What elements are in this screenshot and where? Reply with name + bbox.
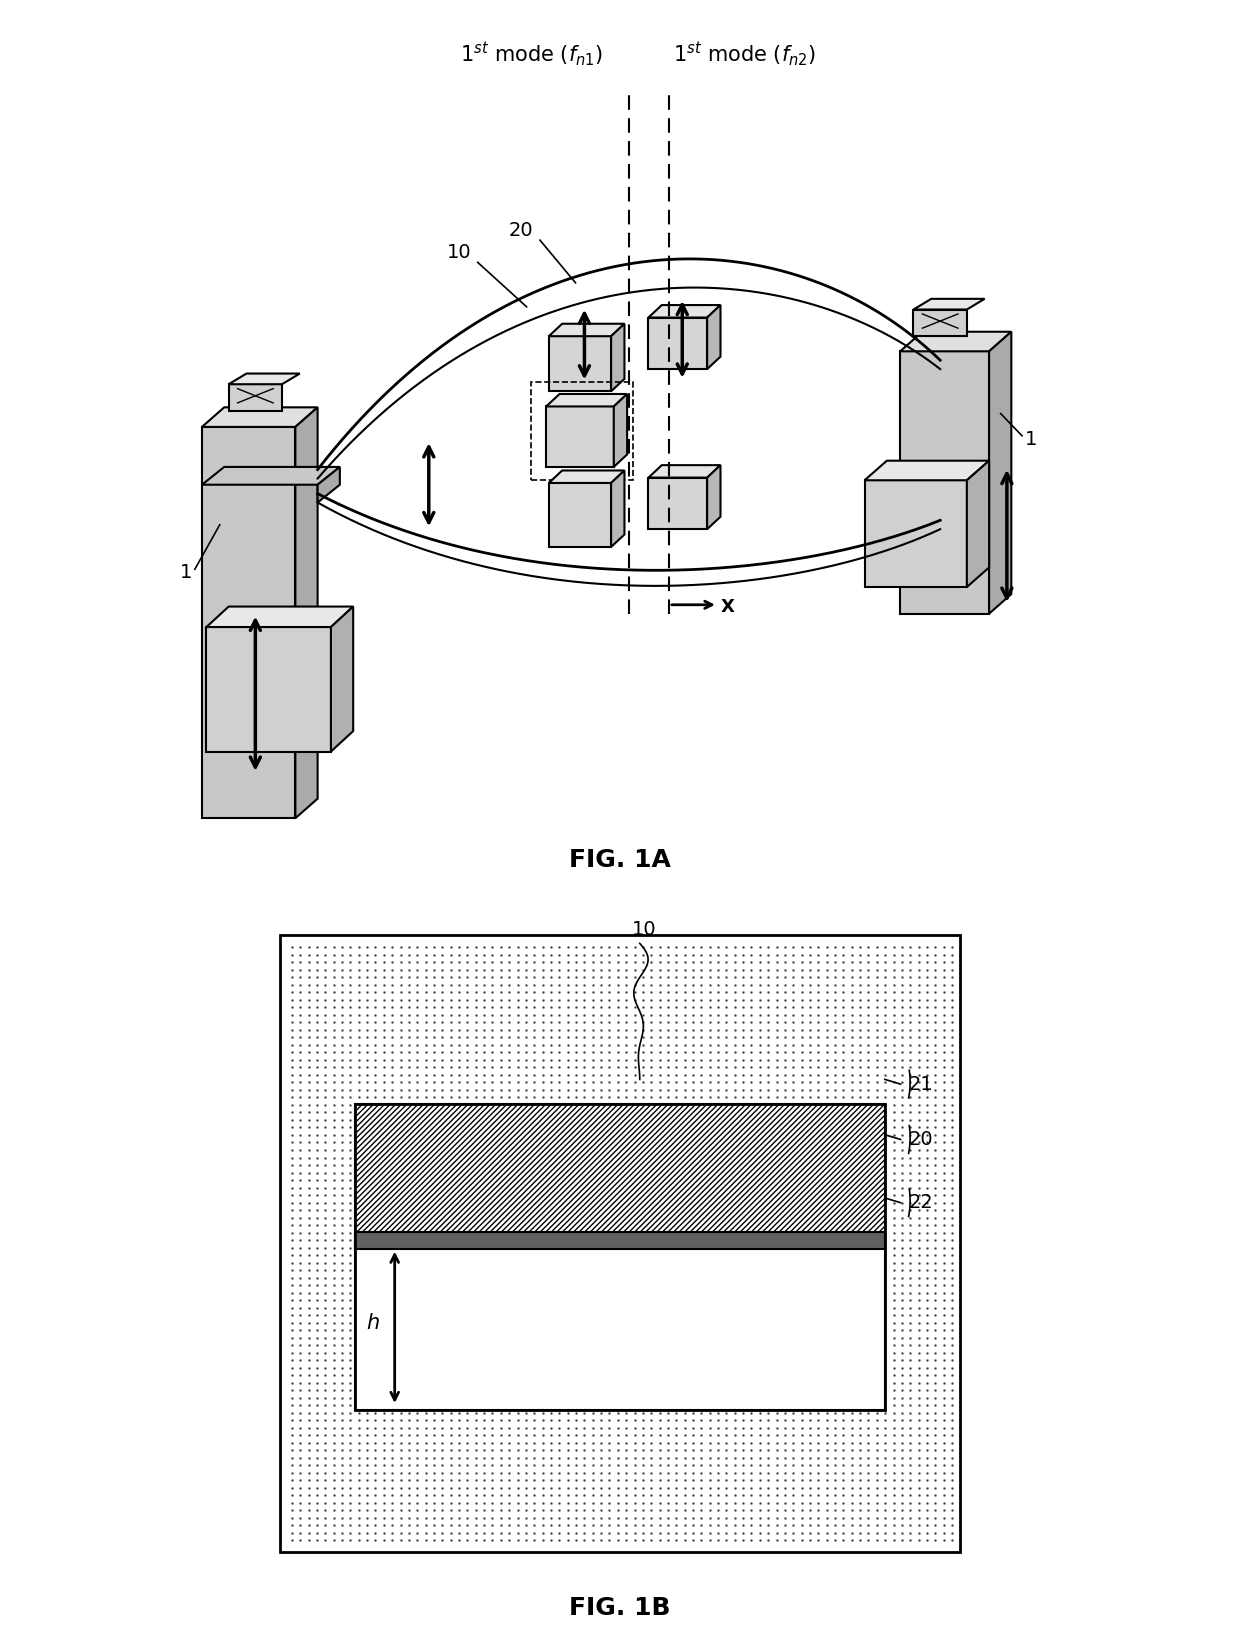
Bar [549,483,611,547]
Text: 10: 10 [446,242,471,262]
Polygon shape [549,471,625,483]
Bar [280,935,960,1551]
Polygon shape [295,407,317,819]
Bar [649,318,707,369]
Text: 21: 21 [909,1074,934,1094]
Bar [355,1232,885,1248]
Polygon shape [549,324,625,336]
Text: FIG. 1A: FIG. 1A [569,848,671,873]
Polygon shape [990,331,1012,614]
Polygon shape [202,427,295,819]
Polygon shape [206,606,353,628]
Bar [549,336,611,392]
Polygon shape [649,464,720,478]
Polygon shape [546,394,627,407]
Polygon shape [900,331,1012,351]
Text: 20: 20 [909,1130,934,1150]
Polygon shape [864,461,990,481]
Bar [228,384,281,410]
Text: 1: 1 [180,563,192,581]
Text: 1$^{st}$ mode ($f_{n1}$): 1$^{st}$ mode ($f_{n1}$) [460,41,603,69]
Polygon shape [900,351,990,614]
Polygon shape [707,305,720,369]
Text: h: h [366,1313,379,1334]
Polygon shape [649,305,720,318]
Text: 20: 20 [508,221,533,240]
Polygon shape [202,468,340,484]
Polygon shape [611,324,625,392]
Text: 22: 22 [909,1192,934,1212]
Bar [531,382,634,481]
Polygon shape [206,628,331,751]
Bar [355,1105,885,1243]
Polygon shape [228,374,300,384]
Bar [546,407,614,468]
Text: 1$^{st}$ mode ($f_{n2}$): 1$^{st}$ mode ($f_{n2}$) [673,41,816,69]
Polygon shape [202,407,317,427]
Polygon shape [914,298,985,310]
Text: 10: 10 [632,921,656,939]
Bar [355,1243,885,1410]
Polygon shape [317,468,340,502]
Polygon shape [614,394,627,468]
Text: FIG. 1B: FIG. 1B [569,1596,671,1621]
Text: 1: 1 [1024,430,1037,448]
Polygon shape [707,464,720,529]
Text: X: X [720,598,734,616]
Bar [649,478,707,529]
Bar [914,310,967,336]
Bar [355,1105,885,1410]
Polygon shape [864,481,967,586]
Polygon shape [967,461,990,586]
Polygon shape [331,606,353,751]
Polygon shape [611,471,625,547]
